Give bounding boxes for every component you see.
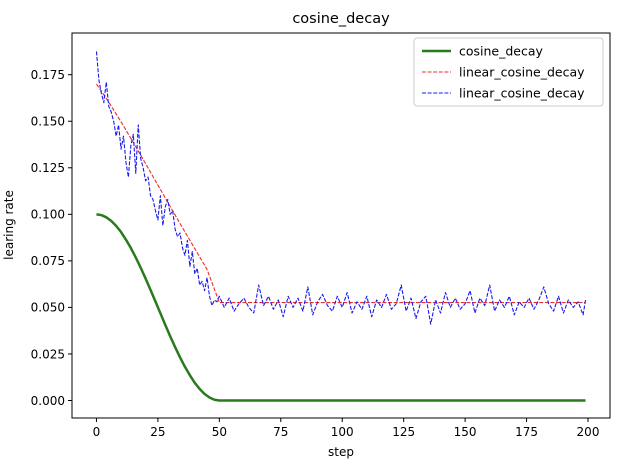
plot-frame xyxy=(71,32,611,419)
legend-label-1: linear_cosine_decay xyxy=(459,65,585,80)
y-tick-label: 0.100 xyxy=(31,208,65,222)
x-tick-label: 50 xyxy=(212,425,227,439)
y-tick-label: 0.075 xyxy=(31,254,65,268)
series-line-1 xyxy=(95,83,586,304)
legend-label-0: cosine_decay xyxy=(459,44,544,59)
series-line-2 xyxy=(95,51,587,325)
y-axis-label: learing rate xyxy=(2,190,16,260)
y-tick-label: 0.175 xyxy=(31,68,65,82)
y-tick-label: 0.150 xyxy=(31,115,65,129)
chart-title: cosine_decay xyxy=(292,11,390,27)
x-tick-label: 125 xyxy=(392,425,415,439)
y-tick-label: 0.050 xyxy=(31,301,65,315)
x-tick-label: 0 xyxy=(93,425,101,439)
x-tick-label: 150 xyxy=(454,425,477,439)
x-axis-label: step xyxy=(328,445,354,459)
x-tick-label: 175 xyxy=(515,425,538,439)
legend: cosine_decay linear_cosine_decay linear_co… xyxy=(413,37,604,107)
legend-label-2: linear_cosine_decay xyxy=(459,86,585,101)
axes: 0 25 50 75 100 125 150 175 200 0.000 0.025 0.050 0.0… xyxy=(31,32,611,439)
x-tick-label: 75 xyxy=(273,425,288,439)
y-tick-label: 0.025 xyxy=(31,347,65,361)
x-tick-label: 200 xyxy=(577,425,600,439)
series-line-0 xyxy=(96,213,586,402)
plot-area xyxy=(95,51,587,402)
x-tick-label: 100 xyxy=(331,425,354,439)
x-tick-label: 25 xyxy=(150,425,165,439)
y-tick-label: 0.125 xyxy=(31,161,65,175)
y-tick-label: 0.000 xyxy=(31,394,65,408)
legend-box xyxy=(413,37,604,107)
